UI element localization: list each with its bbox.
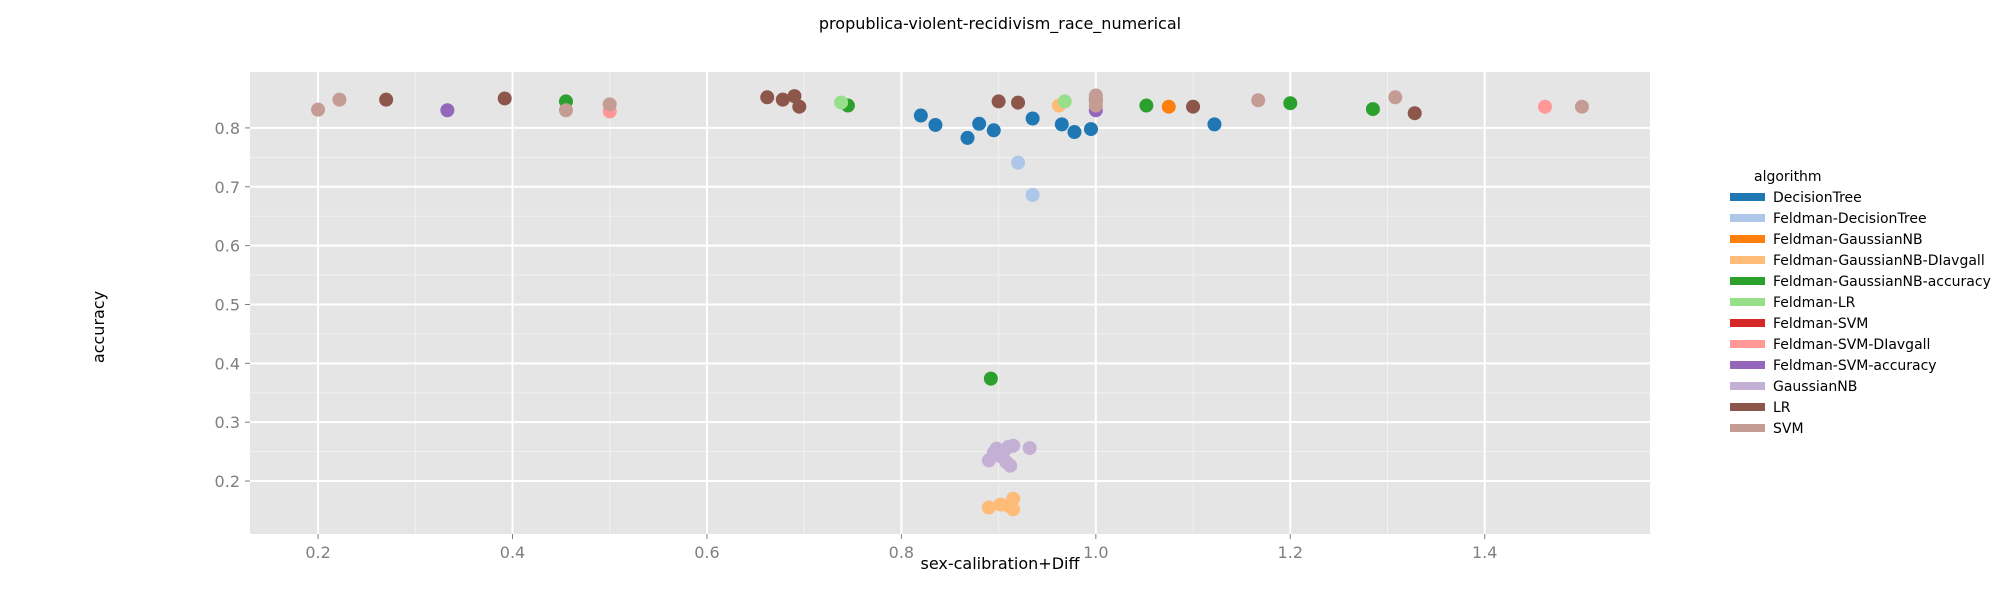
legend-swatch-feldman-decisiontree — [1730, 214, 1765, 222]
data-point-svm — [1251, 93, 1266, 108]
legend-label-gaussiannb: GaussianNB — [1773, 379, 1857, 395]
data-point-svm — [1388, 90, 1403, 105]
legend-label-feldman-gaussiannb: Feldman-GaussianNB — [1773, 232, 1923, 248]
axis-ticks: 0.2 0.4 0.6 0.8 1.0 1.2 1.4 0.2 0.3 0.4 0.5 0.6 0.7 0… — [215, 119, 1498, 562]
data-point-lr — [775, 92, 790, 107]
legend-swatch-gaussiannb — [1730, 382, 1765, 390]
data-point-feldman-gaussiannb-accuracy — [983, 371, 998, 386]
x-tick-label: 0.6 — [694, 543, 719, 562]
data-point-svm — [602, 97, 617, 112]
legend-swatch-feldman-lr — [1730, 298, 1765, 306]
y-tick-label: 0.3 — [215, 413, 240, 432]
data-point-feldman-gaussiannb — [1161, 99, 1176, 114]
data-point-feldman-lr — [834, 95, 849, 110]
data-point-svm — [1574, 99, 1589, 114]
y-tick-label: 0.7 — [215, 178, 240, 197]
data-point-decisiontree — [1025, 111, 1040, 126]
x-tick-label: 0.2 — [305, 543, 330, 562]
data-point-lr — [792, 99, 807, 114]
data-point-feldman-gaussiannb-diavgall — [1006, 502, 1021, 517]
data-point-svm — [558, 103, 573, 118]
data-points — [311, 88, 1589, 517]
legend-swatch-feldman-svm — [1730, 319, 1765, 327]
y-tick-label: 0.2 — [215, 472, 240, 491]
y-tick-label: 0.4 — [215, 354, 240, 373]
plot-background — [250, 72, 1650, 534]
legend-label-lr: LR — [1773, 400, 1791, 416]
x-tick-label: 1.4 — [1472, 543, 1497, 562]
data-point-lr — [760, 90, 775, 105]
x-tick-label: 0.4 — [500, 543, 525, 562]
data-point-lr — [1407, 106, 1422, 121]
data-point-decisiontree — [986, 123, 1001, 138]
data-point-lr — [991, 94, 1006, 109]
y-tick-label: 0.8 — [215, 119, 240, 138]
legend-title: algorithm — [1754, 169, 1822, 185]
data-point-decisiontree — [913, 108, 928, 123]
legend-swatch-feldman-svm-diavgall — [1730, 340, 1765, 348]
y-axis-title: accuracy — [89, 291, 108, 363]
legend-swatch-feldman-gaussiannb-diavgall — [1730, 256, 1765, 264]
y-tick-label: 0.5 — [215, 295, 240, 314]
legend-label-feldman-svm-accuracy: Feldman-SVM-accuracy — [1773, 358, 1937, 374]
gridlines — [250, 72, 1650, 534]
data-point-decisiontree — [960, 130, 975, 145]
x-axis-title: sex-calibration+Diff — [920, 554, 1080, 573]
data-point-decisiontree — [972, 116, 987, 131]
data-point-feldman-gaussiannb-diavgall — [1006, 491, 1021, 506]
legend-label-feldman-gaussiannb-accuracy: Feldman-GaussianNB-accuracy — [1773, 274, 1991, 290]
data-point-decisiontree — [928, 117, 943, 132]
data-point-lr — [787, 89, 802, 104]
chart-title: propublica-violent-recidivism_race_numer… — [819, 14, 1181, 34]
data-point-lr — [497, 91, 512, 106]
data-point-feldman-svm-accuracy — [440, 103, 455, 118]
x-tick-label: 1.2 — [1278, 543, 1303, 562]
data-point-decisiontree — [1083, 122, 1098, 137]
legend-label-decisiontree: DecisionTree — [1773, 190, 1862, 206]
legend-swatch-feldman-gaussiannb-accuracy — [1730, 277, 1765, 285]
data-point-feldman-gaussiannb-accuracy — [1139, 98, 1154, 113]
legend-swatch-feldman-svm-accuracy — [1730, 361, 1765, 369]
data-point-feldman-gaussiannb-diavgall — [981, 500, 996, 515]
data-point-feldman-gaussiannb-accuracy — [1283, 96, 1298, 111]
data-point-lr — [1011, 95, 1026, 110]
legend-swatch-lr — [1730, 403, 1765, 411]
data-point-gaussiannb — [1022, 441, 1037, 456]
data-point-gaussiannb — [1003, 458, 1018, 473]
data-point-gaussiannb — [991, 447, 1006, 462]
x-tick-label: 1.0 — [1083, 543, 1108, 562]
data-point-feldman-gaussiannb-accuracy — [1365, 102, 1380, 117]
data-point-feldman-svm-diavgall — [1538, 99, 1552, 114]
x-tick-label: 0.8 — [889, 543, 914, 562]
legend: algorithm DecisionTree Feldman-DecisionTr… — [1730, 169, 1991, 437]
y-tick-label: 0.6 — [215, 237, 240, 256]
legend-label-feldman-svm-diavgall: Feldman-SVM-DIavgall — [1773, 337, 1930, 353]
data-point-feldman-decisiontree — [1011, 155, 1026, 170]
legend-label-feldman-lr: Feldman-LR — [1773, 295, 1856, 311]
data-point-svm — [332, 92, 347, 107]
legend-label-svm: SVM — [1773, 421, 1804, 437]
legend-label-feldman-gaussiannb-diavgall: Feldman-GaussianNB-DIavgall — [1773, 253, 1985, 269]
legend-label-feldman-decisiontree: Feldman-DecisionTree — [1773, 211, 1927, 227]
data-point-svm — [1088, 98, 1103, 113]
legend-swatch-feldman-gaussiannb — [1730, 235, 1765, 243]
legend-swatch-decisiontree — [1730, 193, 1765, 201]
data-point-decisiontree — [1067, 125, 1082, 140]
data-point-feldman-lr — [1057, 94, 1072, 109]
data-point-lr — [1186, 99, 1201, 114]
data-point-decisiontree — [1054, 117, 1069, 132]
legend-swatch-svm — [1730, 424, 1765, 432]
data-point-decisiontree — [1207, 117, 1222, 132]
data-point-svm — [311, 102, 326, 117]
data-point-gaussiannb — [1006, 438, 1021, 453]
legend-label-feldman-svm: Feldman-SVM — [1773, 316, 1868, 332]
data-point-lr — [379, 92, 394, 107]
data-point-feldman-decisiontree — [1025, 188, 1040, 203]
